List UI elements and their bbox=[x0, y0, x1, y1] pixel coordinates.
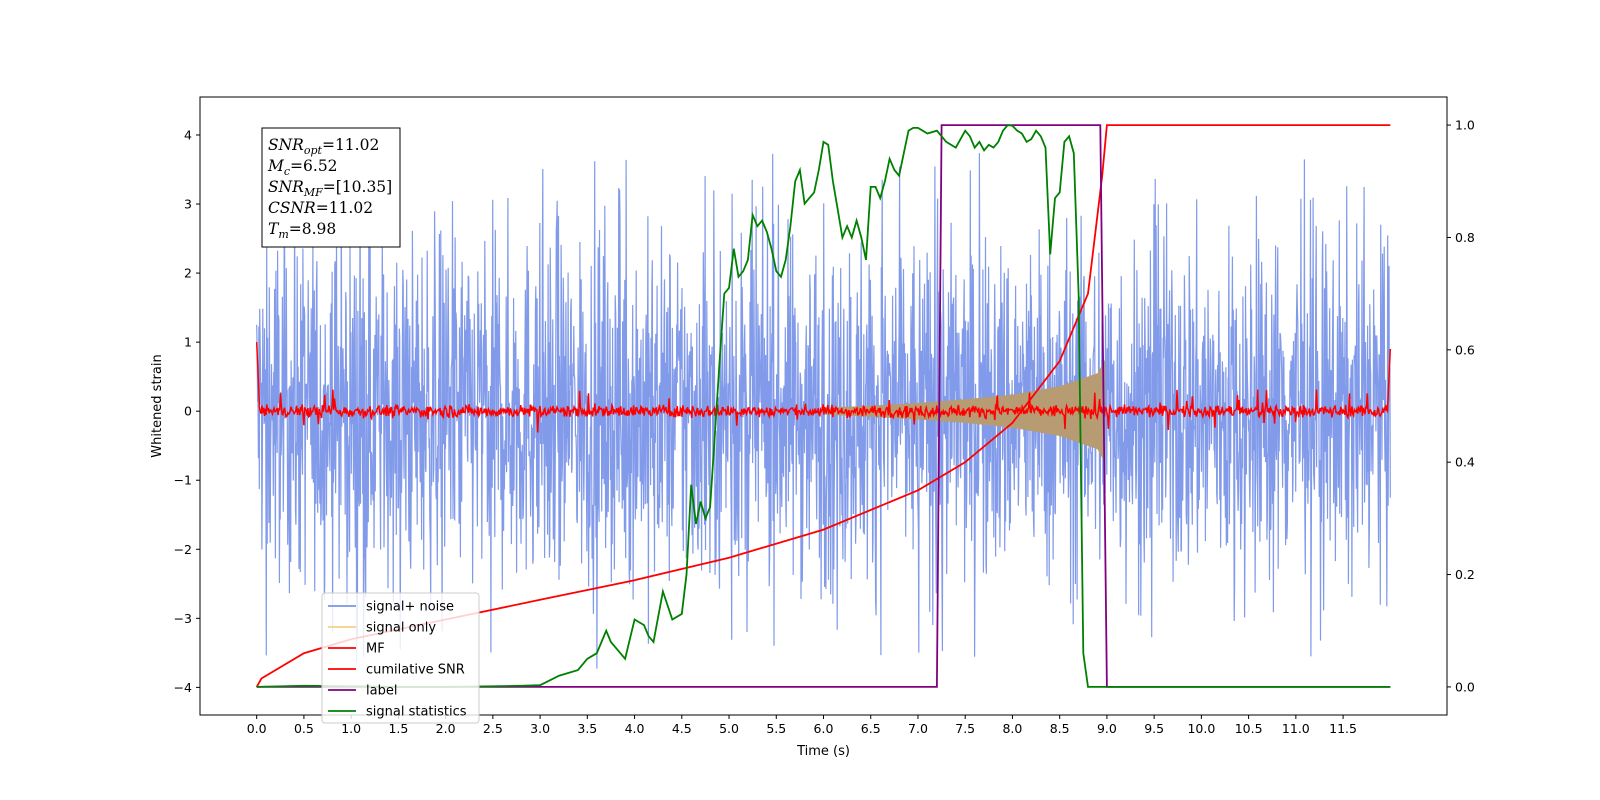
annotation-line: CSNR=11.02 bbox=[268, 199, 373, 217]
legend-frame bbox=[321, 592, 480, 724]
x-tick-label: 10.0 bbox=[1187, 721, 1215, 736]
annotation-value: =6.52 bbox=[290, 157, 338, 175]
y-tick-label: 1 bbox=[184, 335, 192, 350]
x-axis-ticks: 0.0 0.5 1.0 1.5 2.0 2.5 3.0 3.5 4.0 4.5 5.0 5.5 6.0 6… bbox=[247, 715, 1357, 736]
legend-label: signal+ noise bbox=[366, 600, 454, 615]
annotation-line: SNRopt=11.02 bbox=[268, 136, 379, 157]
annotation-symbol: CSNR bbox=[268, 199, 316, 217]
x-tick-label: 9.5 bbox=[1144, 721, 1164, 736]
x-tick-label: 4.5 bbox=[672, 721, 692, 736]
x-tick-label: 5.5 bbox=[766, 721, 786, 736]
annotation-value: =11.02 bbox=[322, 136, 379, 154]
series-signal-statistics bbox=[256, 124, 1391, 688]
x-tick-label: 0.5 bbox=[294, 721, 314, 736]
y-tick-label: −4 bbox=[174, 680, 192, 695]
y-axis-ticks: −4 −3 −2 −1 0 1 2 3 4 bbox=[174, 127, 200, 695]
annotation-value: =11.02 bbox=[316, 199, 373, 217]
y2-tick-label: 0.0 bbox=[1455, 679, 1475, 694]
y2-tick-label: 0.6 bbox=[1455, 342, 1475, 357]
y-tick-label: −3 bbox=[174, 611, 192, 626]
y-tick-label: 2 bbox=[184, 266, 192, 281]
annotation-line: Tm=8.98 bbox=[268, 220, 336, 241]
annotation-subscript: opt bbox=[304, 144, 323, 157]
x-tick-label: 6.0 bbox=[814, 721, 834, 736]
x-tick-label: 4.0 bbox=[625, 721, 645, 736]
x-tick-label: 5.0 bbox=[719, 721, 739, 736]
x-tick-label: 3.5 bbox=[577, 721, 597, 736]
x-tick-label: 7.0 bbox=[908, 721, 928, 736]
annotation-line: Mc=6.52 bbox=[267, 157, 338, 178]
series-signal-plus-noise bbox=[256, 150, 1391, 669]
legend-label: cumilative SNR bbox=[366, 663, 465, 678]
annotation-symbol: M bbox=[267, 157, 285, 175]
y-tick-label: −1 bbox=[174, 473, 192, 488]
annotation-subscript: m bbox=[278, 228, 288, 241]
legend-label: signal statistics bbox=[366, 705, 467, 720]
annotation-frame bbox=[261, 127, 401, 248]
x-tick-label: 11.0 bbox=[1282, 721, 1310, 736]
legend: signal+ noise signal only MF cumilative SNR… bbox=[321, 592, 480, 724]
y2-tick-label: 0.4 bbox=[1455, 455, 1475, 470]
annotation-subscript: MF bbox=[303, 186, 323, 199]
noise-layer bbox=[256, 150, 1391, 669]
y-tick-label: 4 bbox=[184, 127, 192, 142]
y2-tick-label: 0.2 bbox=[1455, 567, 1475, 582]
annotation-value: =[10.35] bbox=[323, 178, 392, 196]
x-tick-label: 7.5 bbox=[955, 721, 975, 736]
legend-label: MF bbox=[366, 642, 385, 657]
x-tick-label: 1.0 bbox=[341, 721, 361, 736]
series-mf bbox=[255, 342, 1392, 433]
y2-axis-ticks: 0.0 0.2 0.4 0.6 0.8 1.0 bbox=[1447, 118, 1475, 694]
x-tick-label: 2.0 bbox=[436, 721, 456, 736]
y-tick-label: 3 bbox=[184, 197, 192, 212]
annotation-subscript: c bbox=[284, 165, 290, 178]
x-axis-label: Time (s) bbox=[796, 744, 850, 759]
y2-tick-label: 1.0 bbox=[1455, 118, 1475, 133]
x-tick-label: 6.5 bbox=[861, 721, 881, 736]
y-tick-label: −2 bbox=[174, 542, 192, 557]
x-tick-label: 8.5 bbox=[1050, 721, 1070, 736]
annotation-symbol: SNR bbox=[268, 136, 304, 154]
y2-tick-label: 0.8 bbox=[1455, 230, 1475, 245]
x-tick-label: 0.0 bbox=[247, 721, 267, 736]
annotation-symbol: T bbox=[268, 220, 280, 238]
legend-label: signal only bbox=[366, 621, 436, 636]
y-tick-label: 0 bbox=[184, 404, 192, 419]
x-tick-label: 8.0 bbox=[1002, 721, 1022, 736]
annotation-line: SNRMF=[10.35] bbox=[268, 178, 392, 199]
x-tick-label: 2.5 bbox=[483, 721, 503, 736]
x-tick-label: 3.0 bbox=[530, 721, 550, 736]
legend-label: label bbox=[366, 684, 397, 699]
x-tick-label: 1.5 bbox=[388, 721, 408, 736]
x-tick-label: 11.5 bbox=[1329, 721, 1357, 736]
x-tick-label: 10.5 bbox=[1235, 721, 1263, 736]
annotation-value: =8.98 bbox=[289, 220, 337, 238]
y-axis-label: Whitened strain bbox=[150, 354, 165, 457]
annotation-symbol: SNR bbox=[268, 178, 304, 196]
annotation-box: SNRopt=11.02Mc=6.52SNRMF=[10.35]CSNR=11.… bbox=[261, 127, 401, 248]
x-tick-label: 9.0 bbox=[1097, 721, 1117, 736]
